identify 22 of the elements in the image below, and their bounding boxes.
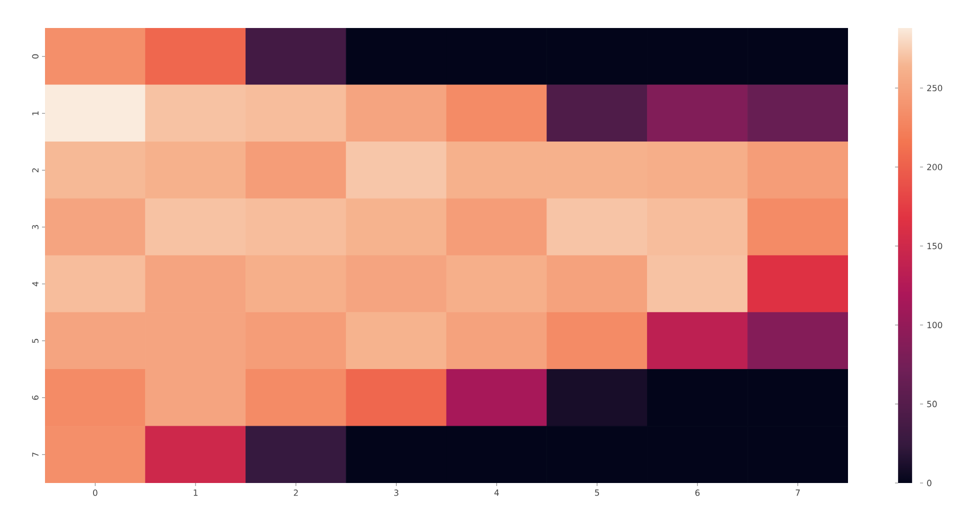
y-tick-label: 3 — [32, 225, 38, 230]
y-tick-label: 7 — [32, 452, 38, 457]
color-bar-label: 150 — [927, 242, 942, 250]
y-tick-label: 4 — [32, 282, 38, 286]
x-tick-label: 3 — [394, 490, 398, 496]
y-tick-label: 6 — [32, 396, 38, 400]
x-tick-label: 6 — [695, 490, 700, 496]
x-tick-label: 1 — [194, 490, 198, 496]
y-tick-label: 5 — [32, 338, 38, 343]
x-tick-label: 2 — [294, 490, 298, 496]
color-bar-label: 250 — [927, 84, 942, 92]
color-bar-label: 200 — [927, 164, 942, 170]
color-bar-label: 100 — [927, 322, 942, 328]
x-tick-label: 5 — [595, 490, 600, 496]
x-tick-label: 7 — [796, 490, 800, 496]
color-bar-label: 50 — [927, 400, 937, 408]
x-tick-label: 0 — [93, 490, 98, 496]
y-tick-label: 2 — [32, 168, 38, 172]
x-tick-label: 4 — [494, 490, 499, 496]
y-tick-label: 1 — [32, 111, 38, 116]
color-bar-label: 0 — [927, 480, 932, 486]
y-tick-label: 0 — [32, 54, 38, 59]
